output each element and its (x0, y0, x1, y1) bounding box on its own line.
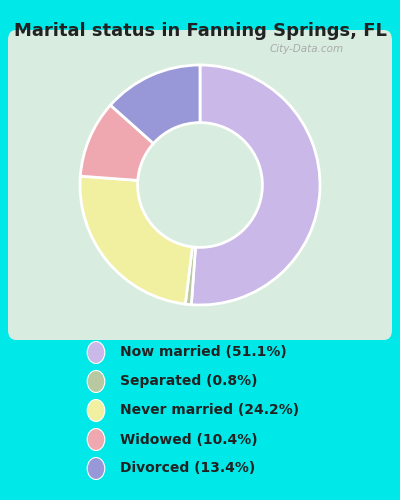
Text: Separated (0.8%): Separated (0.8%) (120, 374, 258, 388)
Wedge shape (191, 65, 320, 305)
Wedge shape (80, 176, 192, 304)
Wedge shape (110, 65, 200, 144)
Wedge shape (185, 247, 196, 304)
Wedge shape (80, 105, 154, 180)
Text: Never married (24.2%): Never married (24.2%) (120, 404, 299, 417)
Text: Divorced (13.4%): Divorced (13.4%) (120, 462, 255, 475)
Text: Marital status in Fanning Springs, FL: Marital status in Fanning Springs, FL (14, 22, 386, 40)
Text: Widowed (10.4%): Widowed (10.4%) (120, 432, 258, 446)
Text: City-Data.com: City-Data.com (270, 44, 344, 54)
Text: Now married (51.1%): Now married (51.1%) (120, 346, 287, 360)
